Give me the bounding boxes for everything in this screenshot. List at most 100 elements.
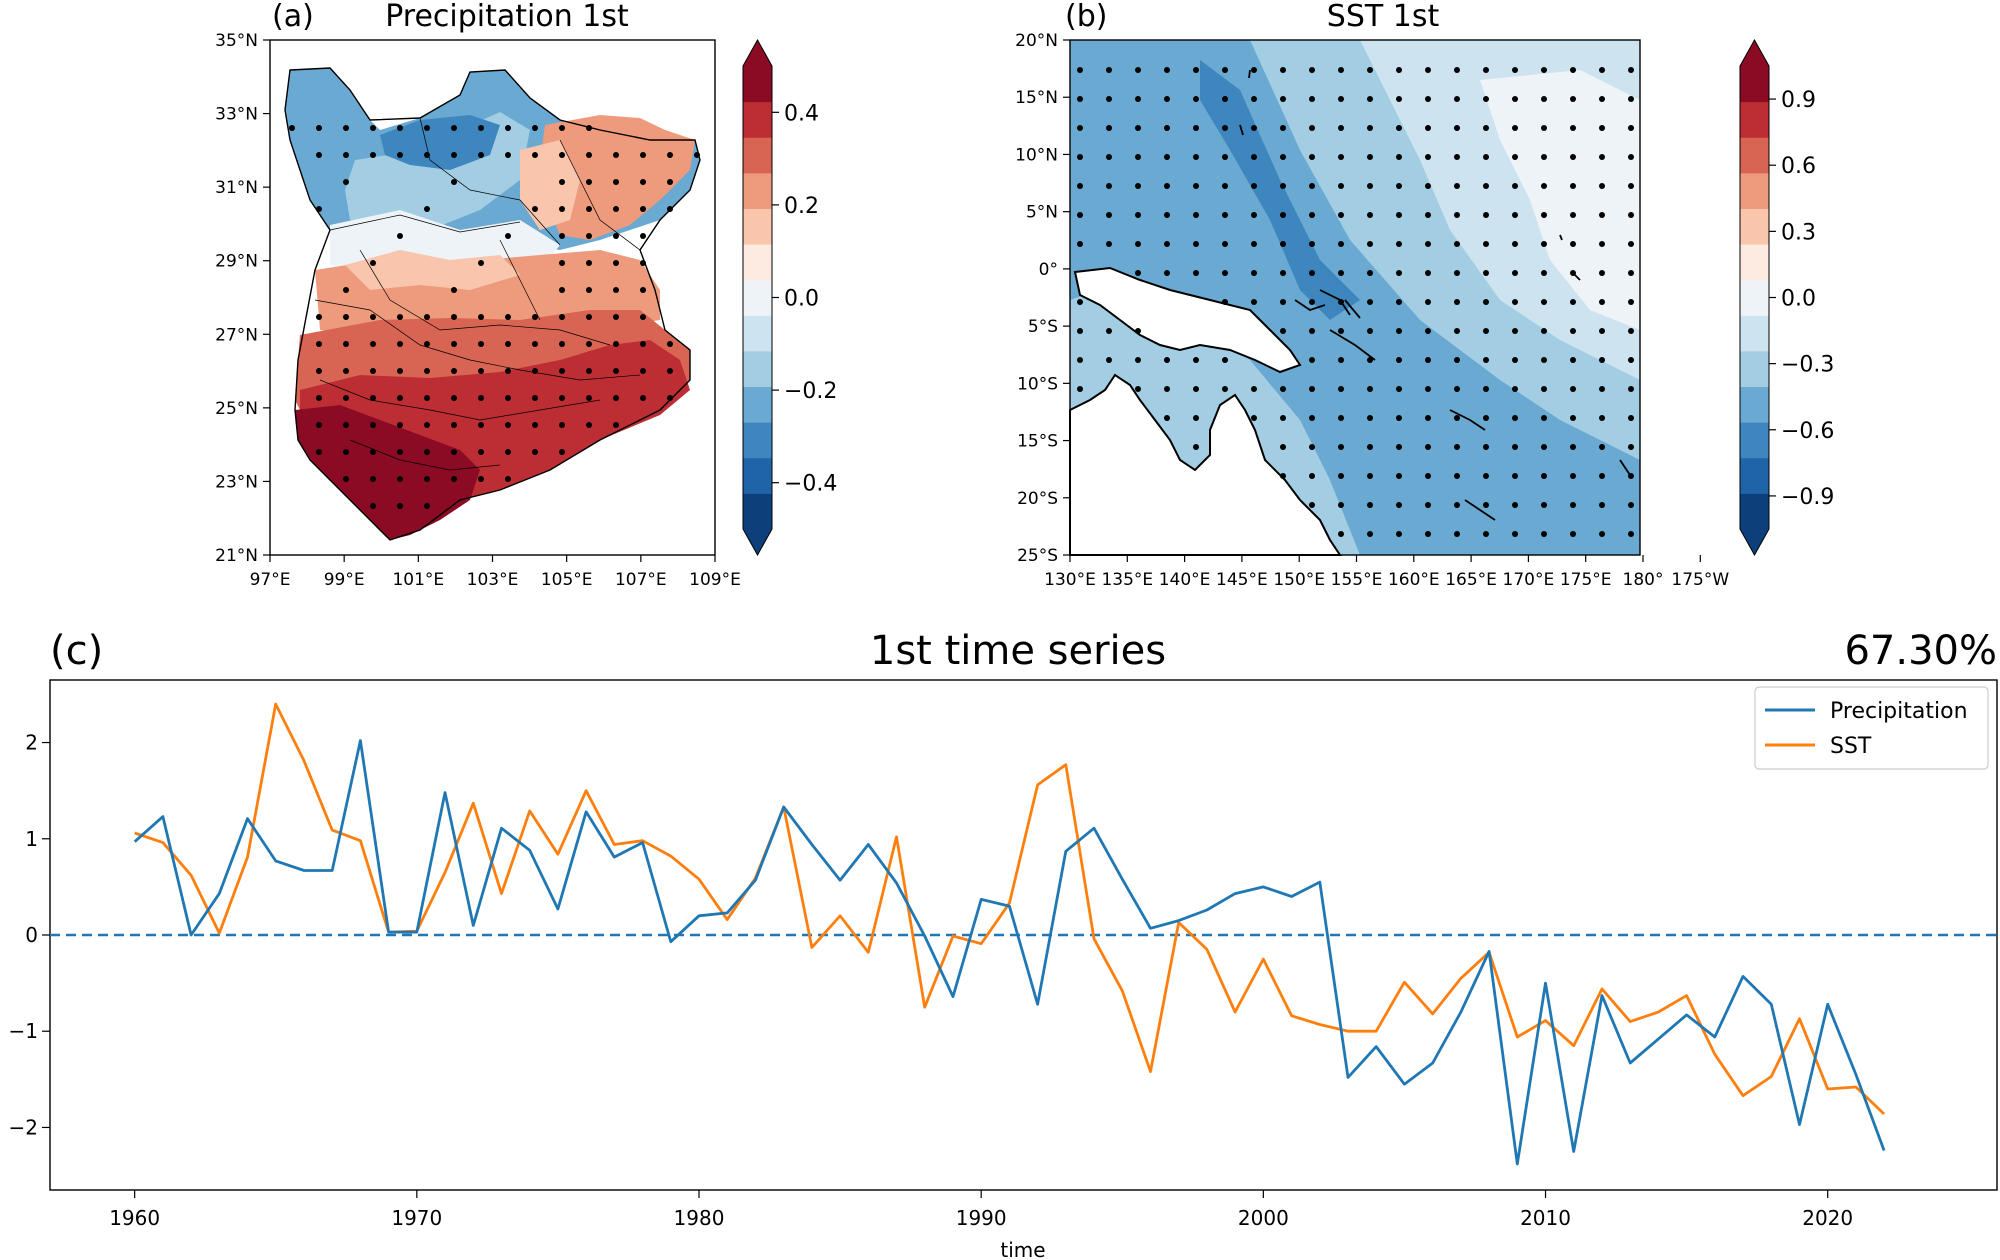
sig-dot [1077,125,1083,131]
precipitation-series-line [133,739,1886,1166]
sig-dot [613,314,619,320]
sig-dot [1309,67,1315,73]
colorbar-segment [1740,244,1769,281]
sig-dot [478,125,484,131]
sig-dot [1222,154,1228,160]
c-x-tick-label: 2020 [1802,1206,1853,1230]
sig-dot [1570,473,1576,479]
b-x-tick-label: 150°E [1273,570,1325,590]
sig-dot [1222,357,1228,363]
colorbar-segment [743,493,772,530]
sig-dot [1396,67,1402,73]
b-y-tick-label: 20°S [1017,489,1058,509]
sig-dot [1280,183,1286,189]
sig-dot [1309,125,1315,131]
sig-dot [667,368,673,374]
sig-dot [1628,357,1634,363]
sig-dot [1193,270,1199,276]
sig-dot [1628,386,1634,392]
coastline-details [1239,69,1631,521]
sig-dot [1570,96,1576,102]
sig-dot [1512,357,1518,363]
panel-a-map [285,68,700,540]
sig-dot [1396,328,1402,334]
c-x-tick-label: 1990 [956,1206,1007,1230]
sig-dot [1541,473,1547,479]
sig-dot [343,449,349,455]
sig-dot [1628,299,1634,305]
sig-dot [1599,299,1605,305]
sig-dot [1483,444,1489,450]
sig-dot [586,152,592,158]
sig-dot [1338,241,1344,247]
sig-dot [559,449,565,455]
sig-dot [1425,299,1431,305]
c-x-tick-label: 2000 [1238,1206,1289,1230]
b-y-tick-label: 10°S [1017,374,1058,394]
sig-dot [343,314,349,320]
sig-dot [1309,328,1315,334]
sig-dot [1599,444,1605,450]
region-mid-pink [345,250,520,290]
sig-dot [1483,299,1489,305]
sig-dot [640,260,646,266]
sig-dot [451,314,457,320]
sig-dot [1193,386,1199,392]
sig-dot [370,395,376,401]
sig-dot [1164,154,1170,160]
sig-dot [1251,96,1257,102]
sig-dot [1483,241,1489,247]
panel-c-label: (c) [50,628,103,674]
sig-dot [397,314,403,320]
sig-dot [1570,154,1576,160]
sig-dot [370,152,376,158]
sig-dot [1483,502,1489,508]
sig-dot [1164,415,1170,421]
sig-dot [1280,328,1286,334]
colorbar-tick-label: −0.4 [784,472,837,497]
b-y-tick-label: 5°S [1028,317,1058,337]
colorbar-extend-bottom [743,529,772,555]
sig-dot [1628,67,1634,73]
sig-dot [1251,67,1257,73]
colorbar-outline [1739,38,1770,557]
sig-dot [316,368,322,374]
sig-dot [586,260,592,266]
sig-dot [1338,125,1344,131]
sig-dot [1628,444,1634,450]
sig-dot [478,395,484,401]
sig-dot [1628,328,1634,334]
sig-dot [316,125,322,131]
sig-dot [1454,531,1460,537]
sig-dot [1280,96,1286,102]
panel-a-label: (a) [272,0,314,34]
sig-dot [424,206,430,212]
sig-dot [1512,386,1518,392]
sig-dot [1077,386,1083,392]
sig-dot [1367,183,1373,189]
sig-dot [667,152,673,158]
sig-dot [1628,531,1634,537]
colorbar-extend-bottom [1740,529,1769,555]
sig-dot [1570,531,1576,537]
region-borders [314,117,641,471]
sig-dot [1483,183,1489,189]
colorbar-segment [743,172,772,209]
sig-dot [1541,357,1547,363]
sig-dot [1251,386,1257,392]
sig-dot [1338,502,1344,508]
colorbar-segment [743,244,772,281]
sig-dot [532,395,538,401]
sig-dot [1251,241,1257,247]
b-y-tick-label: 20°N [1015,31,1058,51]
a-y-tick-label: 27°N [215,325,258,345]
sig-dot [640,341,646,347]
sig-dot [1193,415,1199,421]
a-x-tick-label: 105°E [541,570,593,590]
sig-dot [1425,67,1431,73]
colorbar-segment [1740,422,1769,459]
sig-dot [1454,270,1460,276]
panel-c: (c) 1st time series 67.30% time 1960 1970… [9,628,1998,1260]
sig-dot [505,341,511,347]
colorbar-tick-label: 0.4 [784,101,819,126]
